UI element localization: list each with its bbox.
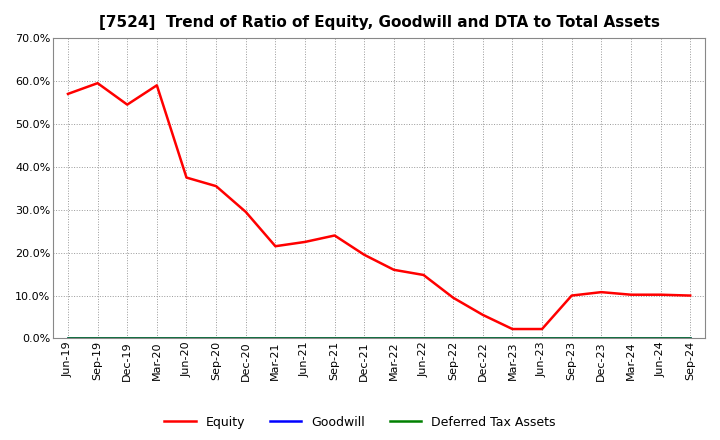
Goodwill (479, 336, 487, 341)
Goodwill (241, 336, 250, 341)
Deferred Tax Assets (271, 336, 279, 341)
Goodwill (301, 336, 310, 341)
Equity (301, 239, 310, 245)
Equity (390, 267, 398, 272)
Equity (419, 272, 428, 278)
Deferred Tax Assets (626, 336, 635, 341)
Deferred Tax Assets (94, 336, 102, 341)
Goodwill (63, 336, 72, 341)
Equity (212, 183, 220, 189)
Deferred Tax Assets (241, 336, 250, 341)
Goodwill (271, 336, 279, 341)
Deferred Tax Assets (508, 336, 517, 341)
Deferred Tax Assets (330, 336, 339, 341)
Goodwill (686, 336, 695, 341)
Goodwill (597, 336, 606, 341)
Deferred Tax Assets (63, 336, 72, 341)
Goodwill (123, 336, 132, 341)
Equity (567, 293, 576, 298)
Goodwill (449, 336, 457, 341)
Line: Equity: Equity (68, 83, 690, 329)
Goodwill (656, 336, 665, 341)
Equity (479, 312, 487, 318)
Deferred Tax Assets (686, 336, 695, 341)
Goodwill (212, 336, 220, 341)
Deferred Tax Assets (301, 336, 310, 341)
Equity (597, 290, 606, 295)
Equity (94, 81, 102, 86)
Deferred Tax Assets (153, 336, 161, 341)
Goodwill (390, 336, 398, 341)
Equity (508, 326, 517, 332)
Equity (182, 175, 191, 180)
Equity (686, 293, 695, 298)
Equity (656, 292, 665, 297)
Goodwill (182, 336, 191, 341)
Goodwill (538, 336, 546, 341)
Equity (538, 326, 546, 332)
Deferred Tax Assets (390, 336, 398, 341)
Deferred Tax Assets (449, 336, 457, 341)
Goodwill (419, 336, 428, 341)
Deferred Tax Assets (123, 336, 132, 341)
Goodwill (94, 336, 102, 341)
Equity (63, 91, 72, 96)
Equity (449, 295, 457, 301)
Deferred Tax Assets (212, 336, 220, 341)
Goodwill (153, 336, 161, 341)
Equity (330, 233, 339, 238)
Goodwill (330, 336, 339, 341)
Deferred Tax Assets (360, 336, 369, 341)
Title: [7524]  Trend of Ratio of Equity, Goodwill and DTA to Total Assets: [7524] Trend of Ratio of Equity, Goodwil… (99, 15, 660, 30)
Equity (241, 209, 250, 215)
Equity (153, 83, 161, 88)
Goodwill (360, 336, 369, 341)
Deferred Tax Assets (567, 336, 576, 341)
Legend: Equity, Goodwill, Deferred Tax Assets: Equity, Goodwill, Deferred Tax Assets (159, 411, 561, 434)
Deferred Tax Assets (419, 336, 428, 341)
Goodwill (567, 336, 576, 341)
Deferred Tax Assets (656, 336, 665, 341)
Equity (626, 292, 635, 297)
Deferred Tax Assets (538, 336, 546, 341)
Equity (271, 244, 279, 249)
Goodwill (626, 336, 635, 341)
Deferred Tax Assets (597, 336, 606, 341)
Equity (360, 252, 369, 257)
Deferred Tax Assets (182, 336, 191, 341)
Deferred Tax Assets (479, 336, 487, 341)
Goodwill (508, 336, 517, 341)
Equity (123, 102, 132, 107)
